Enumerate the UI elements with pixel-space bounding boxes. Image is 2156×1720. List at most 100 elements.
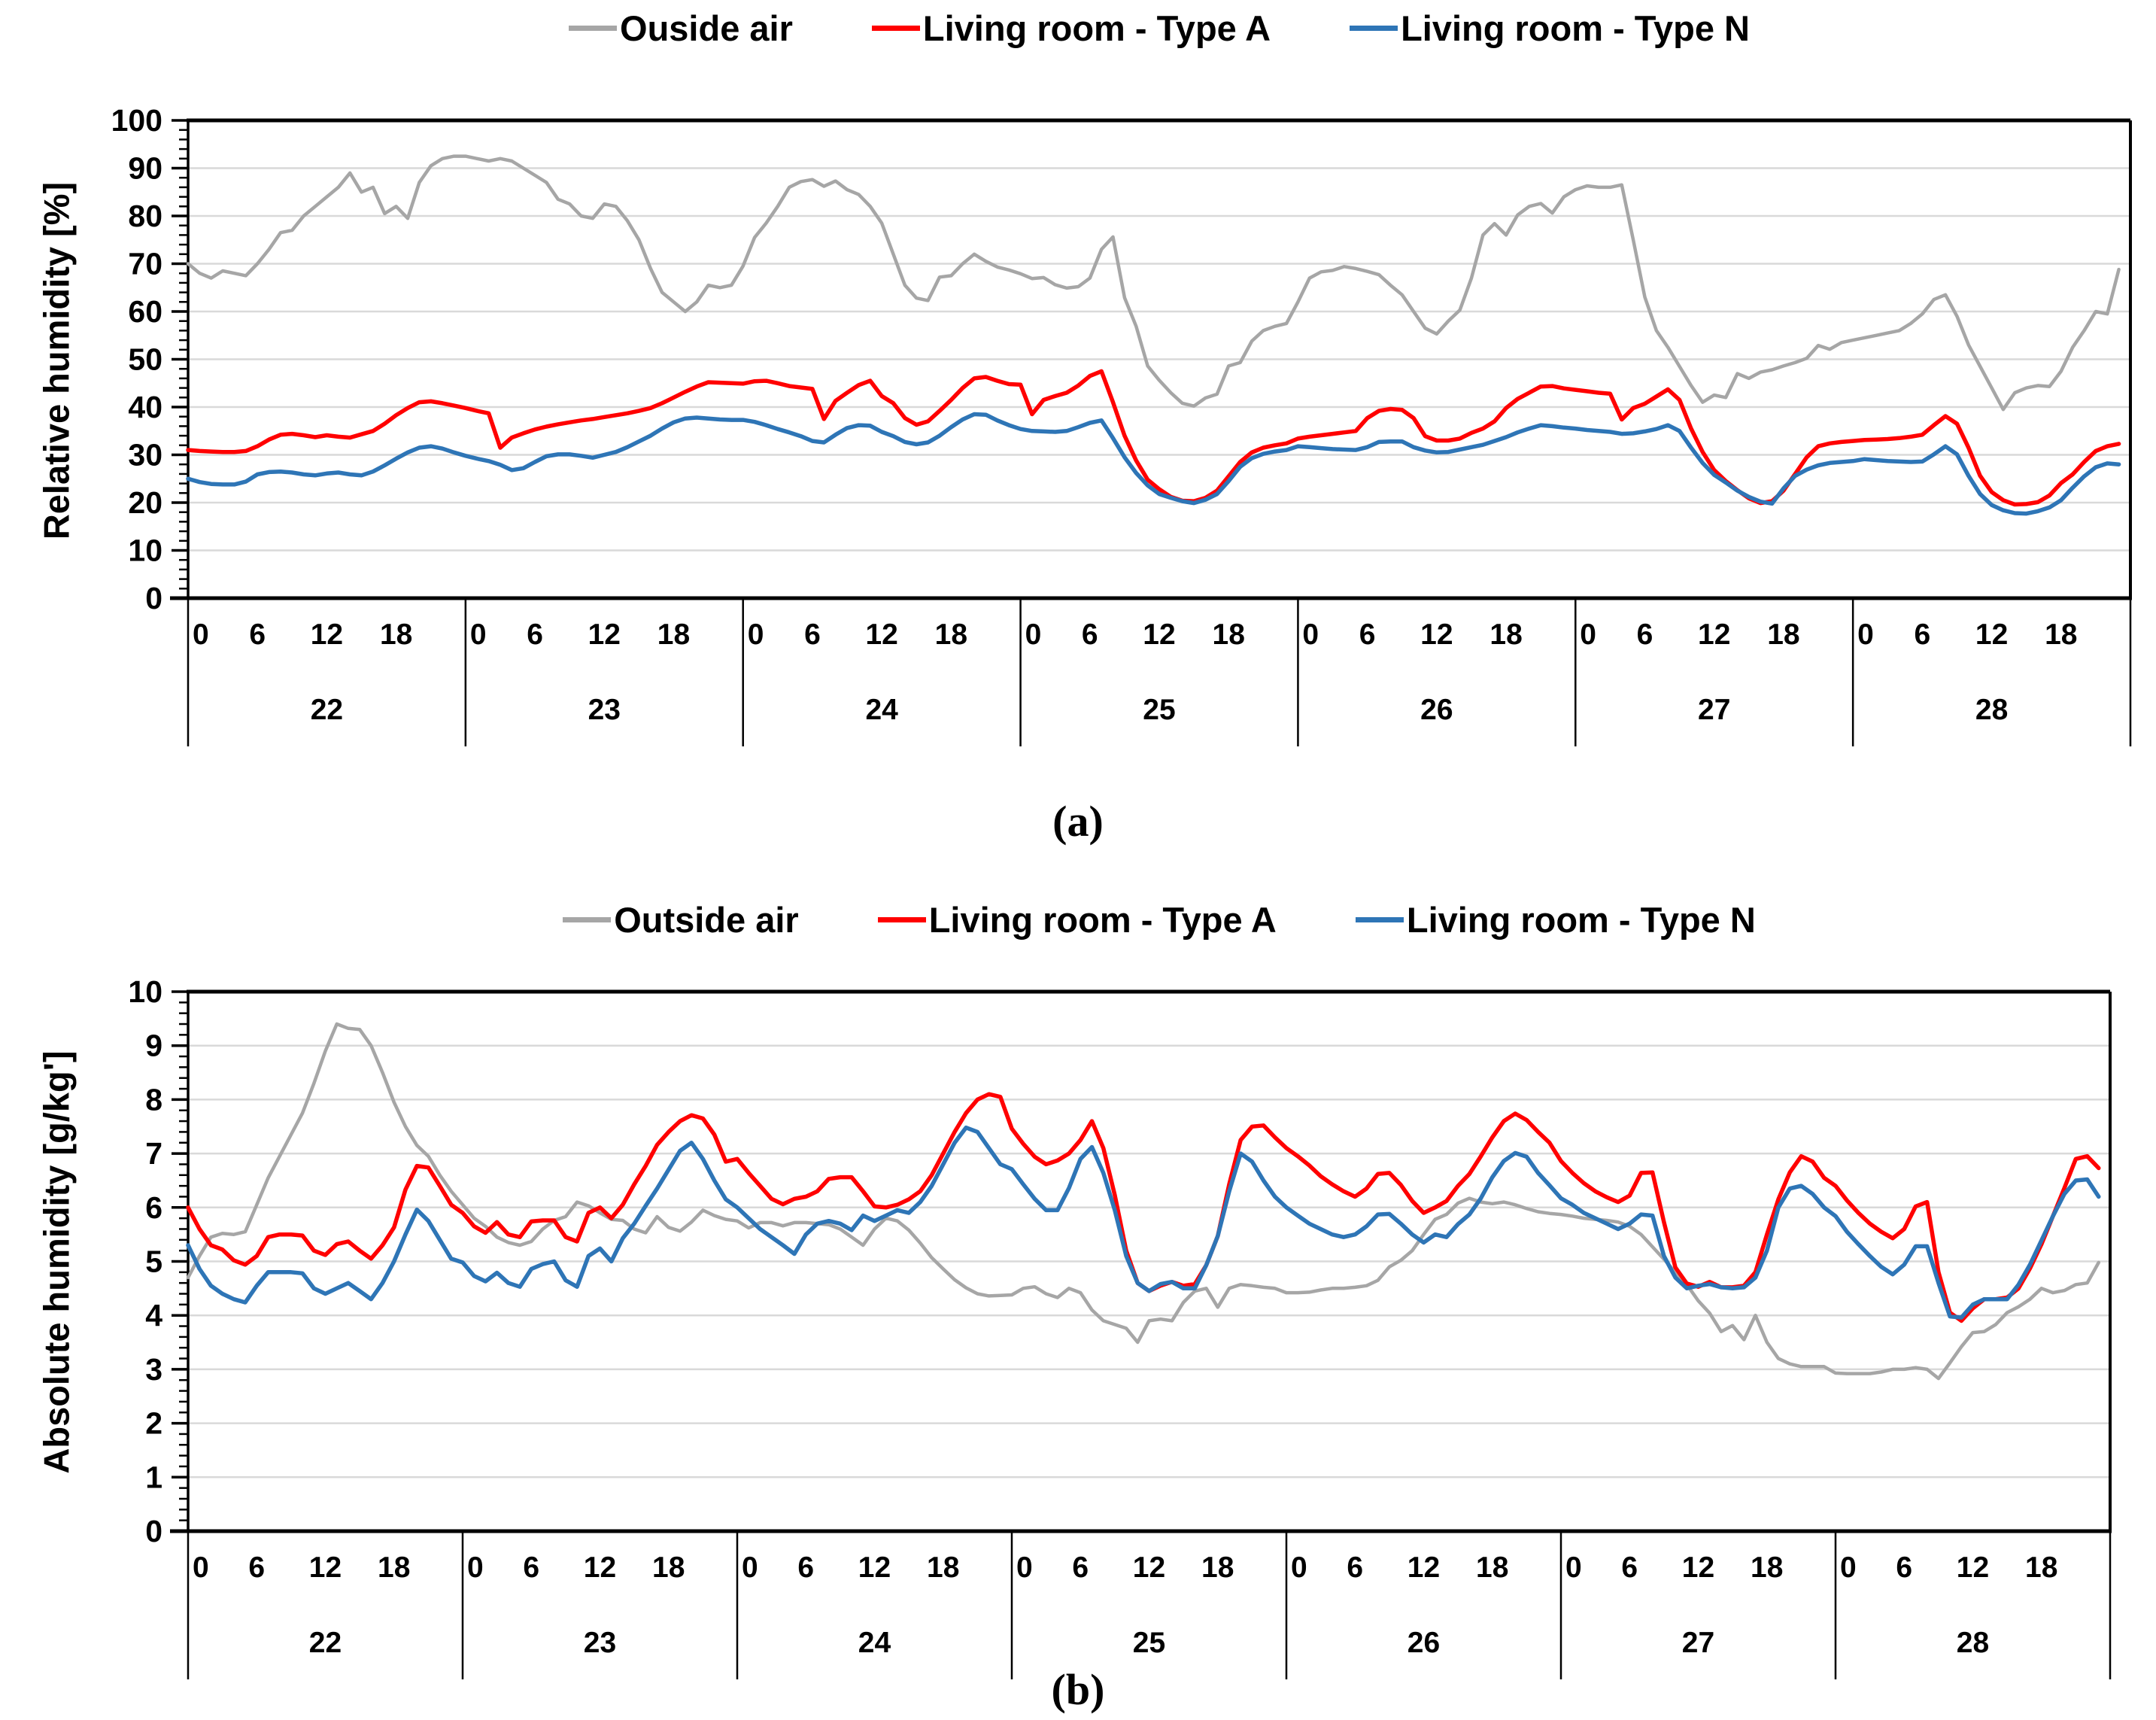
y-tick-label: 20 — [128, 485, 162, 520]
hour-tick-label: 6 — [1347, 1551, 1363, 1584]
hour-tick-label: 6 — [1896, 1551, 1912, 1584]
legend-item-living-room-type-n: Living room - Type N — [1355, 899, 1756, 941]
hour-tick-label: 0 — [1025, 618, 1042, 651]
hour-tick-label: 12 — [1407, 1551, 1440, 1584]
hour-tick-label: 12 — [1420, 618, 1453, 651]
y-tick-label: 70 — [128, 247, 162, 281]
legend-swatch-icon — [1355, 917, 1404, 922]
y-tick-label: 7 — [145, 1136, 162, 1171]
hour-tick-label: 18 — [1767, 618, 1799, 651]
legend-swatch-icon — [569, 26, 618, 31]
y-tick-label: 2 — [145, 1406, 162, 1441]
day-tick-label: 23 — [584, 1627, 616, 1659]
day-tick-label: 27 — [1698, 694, 1730, 726]
y-tick-label: 3 — [145, 1352, 162, 1387]
hour-tick-label: 0 — [748, 618, 764, 651]
legend-chart-a: Ouside air Living room - Type A Living roo… — [188, 8, 2130, 49]
legend-swatch-icon — [877, 917, 926, 922]
hour-tick-label: 18 — [380, 618, 412, 651]
hour-tick-label: 6 — [1915, 618, 1931, 651]
hour-tick-label: 0 — [1565, 1551, 1582, 1584]
y-tick-label: 100 — [111, 103, 162, 138]
day-tick-label: 26 — [1420, 694, 1453, 726]
y-tick-label: 60 — [128, 294, 162, 329]
hour-tick-label: 0 — [1857, 618, 1874, 651]
legend-label: Living room - Type N — [1401, 8, 1750, 48]
hour-tick-label: 6 — [527, 618, 543, 651]
hour-tick-label: 6 — [804, 618, 821, 651]
hour-tick-label: 12 — [865, 618, 897, 651]
hour-tick-label: 12 — [311, 618, 343, 651]
hour-tick-label: 18 — [1476, 1551, 1508, 1584]
legend-label: Outside air — [614, 900, 799, 940]
y-tick-label: 30 — [128, 438, 162, 473]
legend-label: Living room - Type N — [1406, 900, 1756, 940]
y-tick-label: 5 — [145, 1244, 162, 1279]
y-tick-label: 10 — [128, 533, 162, 568]
hour-tick-label: 12 — [858, 1551, 891, 1584]
legend-label: Ouside air — [620, 8, 793, 48]
hour-tick-label: 18 — [2025, 1551, 2057, 1584]
hour-tick-label: 18 — [378, 1551, 410, 1584]
hour-tick-label: 18 — [1489, 618, 1522, 651]
hour-tick-label: 0 — [1302, 618, 1319, 651]
hour-tick-label: 12 — [1975, 618, 2008, 651]
legend-label: Living room - Type A — [928, 900, 1277, 940]
hour-tick-label: 18 — [1751, 1551, 1783, 1584]
y-axis-title-a: Relative humidity [%] — [36, 181, 77, 540]
day-tick-label: 28 — [1975, 694, 2008, 726]
series-living-room-type-n — [186, 1125, 2101, 1320]
day-tick-label: 28 — [1957, 1627, 1989, 1659]
legend-swatch-icon — [1350, 26, 1398, 31]
hour-tick-label: 12 — [1957, 1551, 1989, 1584]
day-tick-label: 22 — [309, 1627, 342, 1659]
hour-tick-label: 18 — [1201, 1551, 1234, 1584]
legend-label: Living room - Type A — [922, 8, 1271, 48]
legend-chart-b: Outside air Living room - Type A Living ro… — [188, 899, 2130, 941]
y-axis-title-b: Absolute humidity [g/kg'] — [36, 1050, 77, 1474]
hour-tick-label: 18 — [1213, 618, 1245, 651]
y-tick-label: 10 — [128, 974, 162, 1009]
day-tick-label: 27 — [1682, 1627, 1714, 1659]
y-tick-label: 90 — [128, 151, 162, 186]
day-tick-label: 23 — [588, 694, 621, 726]
hour-tick-label: 18 — [652, 1551, 685, 1584]
legend-item-living-room-type-a: Living room - Type A — [877, 899, 1277, 941]
day-tick-label: 22 — [311, 694, 343, 726]
hour-tick-label: 12 — [1143, 618, 1175, 651]
series-ouside-air — [186, 154, 2121, 412]
hour-tick-label: 0 — [1580, 618, 1596, 651]
y-tick-label: 0 — [145, 581, 162, 615]
legend-item-outside-air: Outside air — [563, 899, 799, 941]
hour-tick-label: 0 — [470, 618, 487, 651]
hour-tick-label: 0 — [1291, 1551, 1307, 1584]
caption-a: (a) — [1052, 797, 1104, 846]
hour-tick-label: 0 — [193, 1551, 209, 1584]
hour-tick-label: 12 — [1698, 618, 1730, 651]
day-tick-label: 25 — [1143, 694, 1175, 726]
y-tick-label: 6 — [145, 1190, 162, 1225]
hour-tick-label: 0 — [1016, 1551, 1033, 1584]
hour-tick-label: 0 — [193, 618, 209, 651]
legend-swatch-icon — [871, 26, 920, 31]
hour-tick-label: 6 — [1072, 1551, 1089, 1584]
hour-tick-label: 0 — [1840, 1551, 1857, 1584]
y-tick-label: 9 — [145, 1029, 162, 1063]
series-living-room-type-n — [186, 412, 2121, 516]
y-tick-label: 80 — [128, 199, 162, 233]
y-tick-label: 4 — [145, 1298, 162, 1333]
hour-tick-label: 0 — [742, 1551, 758, 1584]
y-tick-label: 0 — [145, 1514, 162, 1548]
legend-item-living-room-type-a: Living room - Type A — [871, 8, 1271, 49]
day-tick-label: 24 — [865, 694, 898, 726]
legend-swatch-icon — [563, 917, 612, 922]
y-tick-label: 40 — [128, 390, 162, 424]
series-living-room-type-a — [186, 369, 2121, 507]
hour-tick-label: 18 — [2045, 618, 2077, 651]
y-tick-label: 1 — [145, 1460, 162, 1494]
hour-tick-label: 6 — [249, 618, 266, 651]
hour-tick-label: 12 — [1133, 1551, 1165, 1584]
series-outside-air — [186, 1022, 2101, 1381]
day-tick-label: 24 — [858, 1627, 891, 1659]
